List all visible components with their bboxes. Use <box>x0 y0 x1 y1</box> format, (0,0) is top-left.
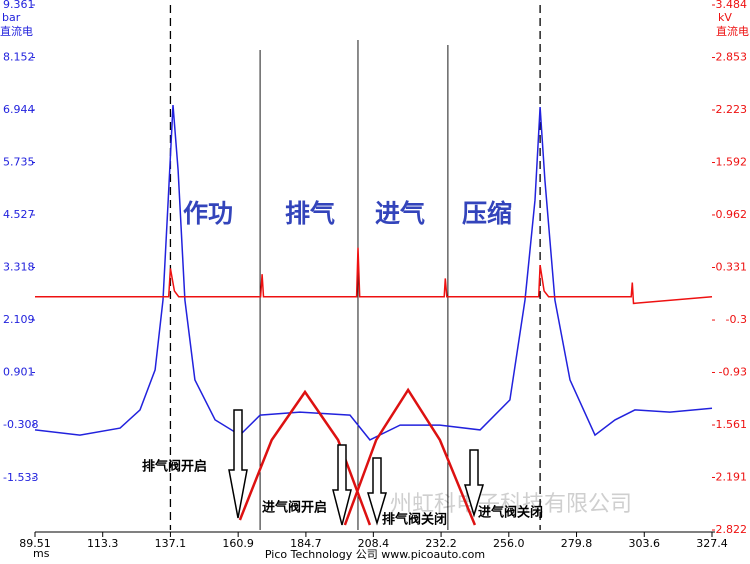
y-tick-label: 5.735 <box>3 156 35 169</box>
y2-tick-label: 0.962 <box>716 208 748 221</box>
line <box>34 104 713 441</box>
y-tick-label: 9.361 <box>3 0 35 11</box>
y-tick-label: -0.308 <box>3 418 38 431</box>
annotation: 排气阀关闭 <box>382 512 447 528</box>
arrow <box>332 444 352 526</box>
y2-tick-label: -0.3 <box>726 313 747 326</box>
y-axis-label: bar <box>2 11 21 24</box>
y2-tick-label: 0.331 <box>716 261 748 274</box>
annotation: 排气阀开启 <box>142 459 207 475</box>
y2-axis-unit: 直流电 <box>716 24 749 38</box>
x-tick-label: 303.6 <box>629 537 661 550</box>
x-tick-label: 89.51 <box>19 537 51 550</box>
arrow <box>228 409 248 519</box>
y-axis-unit: 直流电 <box>0 24 33 38</box>
x-tick-label: 279.8 <box>561 537 593 550</box>
y2-tick-label: 1.592 <box>716 156 748 169</box>
y-tick-label: 3.318 <box>3 261 35 274</box>
line <box>343 387 477 526</box>
y-tick-label: -1.533 <box>3 471 38 484</box>
annotation: 进气阀关闭 <box>478 505 543 521</box>
y2-tick-label: -2.822 <box>712 523 747 536</box>
y2-tick-label: 2.853 <box>716 51 748 64</box>
y-tick-label: 8.152 <box>3 51 35 64</box>
watermark: 州虹科电子科技有限公司 <box>390 492 632 517</box>
y-tick-label: 2.109 <box>3 313 35 326</box>
x-tick-label: 113.3 <box>87 537 119 550</box>
arrow <box>366 457 388 526</box>
stroke-label: 进气 <box>375 199 425 228</box>
x-tick-label: 232.2 <box>425 537 457 550</box>
line <box>35 247 713 305</box>
y2-axis-label: kV <box>718 11 732 24</box>
x-tick-label: 184.7 <box>290 537 322 550</box>
y-tick-label: 6.944 <box>3 103 35 116</box>
x-axis-label: ms <box>33 547 50 560</box>
x-tick-label: 137.1 <box>155 537 187 550</box>
arrow <box>463 449 485 518</box>
y2-tick-label: 2.223 <box>716 103 748 116</box>
stroke-label: 作功 <box>183 199 233 228</box>
y2-tick-label: -2.191 <box>712 470 747 483</box>
x-tick-label: 160.9 <box>222 537 254 550</box>
y-tick-label: 0.901 <box>3 365 35 378</box>
y2-tick-label: 3.484 <box>716 0 748 11</box>
stroke-label: 压缩 <box>462 199 512 228</box>
y2-tick-label: -0.93 <box>719 365 747 378</box>
arrows <box>228 409 485 526</box>
y2-tick-label: -1.561 <box>712 418 747 431</box>
stroke-label: 排气 <box>285 199 335 228</box>
footer: Pico Technology 公司 www.picoauto.com <box>265 548 485 561</box>
x-tick-label: 208.4 <box>358 537 390 550</box>
annotation: 进气阀开启 <box>262 500 327 516</box>
line <box>238 389 372 526</box>
x-tick-label: 256.0 <box>493 537 525 550</box>
y-tick-label: 4.527 <box>3 208 35 221</box>
x-tick-label: 327.4 <box>696 537 728 550</box>
